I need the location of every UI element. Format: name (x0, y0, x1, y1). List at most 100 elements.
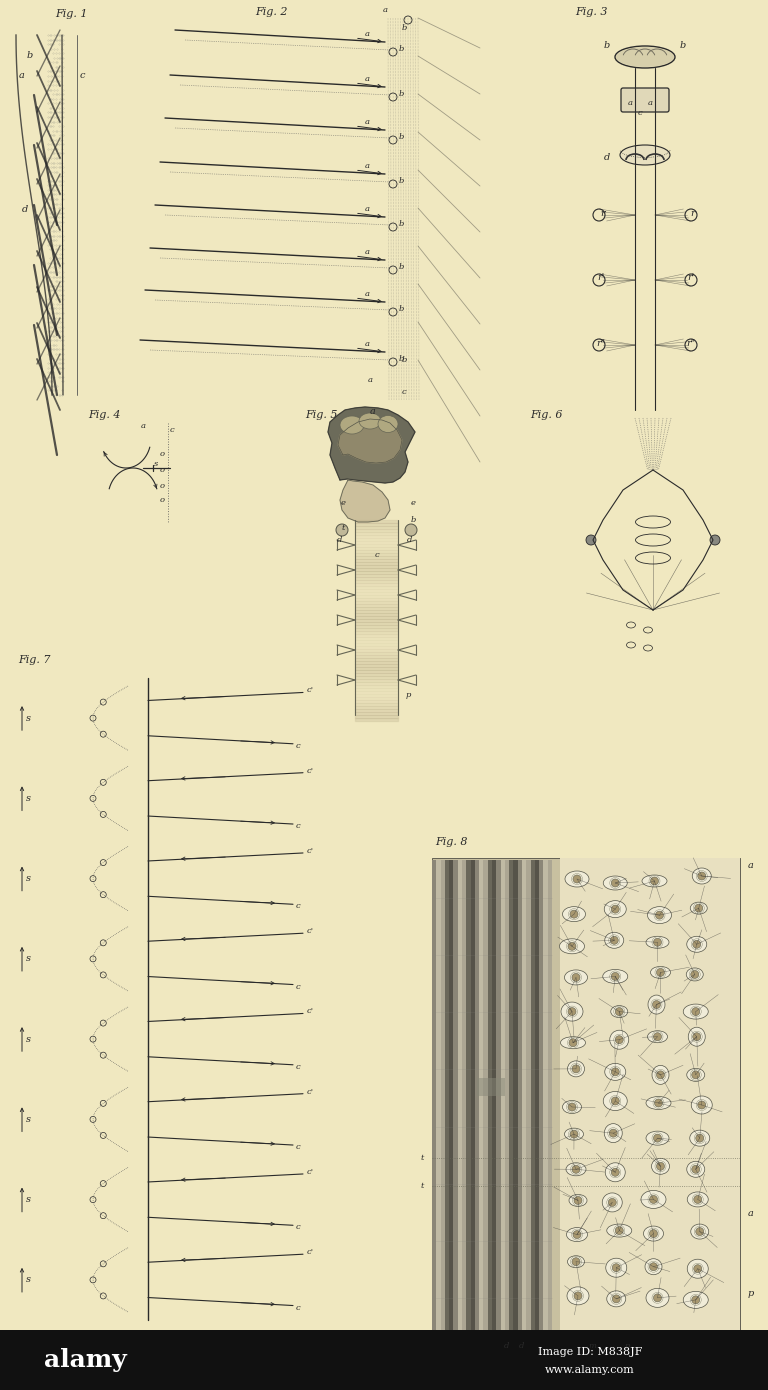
Ellipse shape (690, 1225, 709, 1238)
Text: c: c (637, 108, 642, 117)
Ellipse shape (359, 413, 381, 430)
FancyBboxPatch shape (621, 88, 669, 113)
Ellipse shape (603, 969, 627, 984)
Circle shape (568, 1104, 576, 1111)
Text: b: b (399, 354, 404, 363)
Text: b: b (399, 304, 404, 313)
Ellipse shape (644, 1226, 664, 1241)
Ellipse shape (340, 416, 364, 434)
Circle shape (572, 1065, 580, 1073)
Text: c': c' (306, 1008, 313, 1016)
Text: c: c (375, 550, 379, 559)
Bar (453, 860, 458, 1336)
Bar (462, 860, 466, 1336)
Text: c': c' (306, 1248, 313, 1257)
Circle shape (650, 1195, 657, 1204)
Circle shape (696, 1227, 703, 1236)
Ellipse shape (687, 937, 707, 952)
Text: b: b (402, 356, 407, 364)
Text: d: d (407, 537, 412, 543)
Circle shape (692, 1295, 700, 1304)
Ellipse shape (611, 1005, 627, 1017)
Text: c: c (296, 902, 300, 910)
Ellipse shape (646, 1289, 669, 1308)
Text: Fig. 1: Fig. 1 (55, 8, 88, 19)
Text: a: a (368, 377, 372, 384)
Text: r": r" (687, 339, 696, 348)
Circle shape (657, 1162, 664, 1170)
Bar (436, 860, 441, 1336)
Ellipse shape (684, 1004, 708, 1019)
Text: c: c (402, 388, 406, 396)
Text: a: a (748, 862, 754, 870)
Text: s: s (25, 713, 31, 723)
Bar (432, 860, 436, 1336)
Text: r': r' (598, 274, 604, 282)
Bar (501, 860, 505, 1336)
Text: a: a (19, 71, 25, 79)
Ellipse shape (378, 416, 398, 432)
Ellipse shape (650, 966, 670, 979)
Polygon shape (328, 407, 415, 482)
Text: alamy: alamy (44, 1348, 127, 1372)
Text: b: b (399, 44, 404, 53)
Text: c: c (296, 821, 300, 830)
Text: e: e (411, 499, 415, 507)
Polygon shape (338, 418, 402, 463)
Circle shape (572, 1258, 580, 1266)
Circle shape (336, 524, 348, 537)
Text: b: b (399, 133, 404, 140)
Circle shape (650, 1230, 657, 1237)
Text: Fig. 8: Fig. 8 (435, 837, 468, 847)
Text: r: r (690, 208, 695, 217)
Text: a: a (382, 6, 388, 14)
Circle shape (710, 535, 720, 545)
Text: a: a (365, 118, 369, 126)
Bar (496, 860, 501, 1336)
Circle shape (609, 1129, 617, 1137)
Text: s: s (25, 955, 31, 963)
Text: Fig. 2: Fig. 2 (255, 7, 287, 17)
Text: c': c' (306, 1088, 313, 1095)
Text: c: c (296, 1223, 300, 1232)
Text: d: d (505, 1341, 510, 1350)
Text: b: b (402, 24, 407, 32)
Ellipse shape (564, 1129, 584, 1140)
Text: a: a (365, 31, 369, 38)
Text: s: s (154, 460, 158, 468)
Circle shape (608, 1198, 616, 1207)
Text: Fig. 7: Fig. 7 (18, 655, 51, 664)
Circle shape (615, 1008, 624, 1016)
Bar (477, 1079, 505, 1095)
Ellipse shape (691, 1095, 712, 1113)
Circle shape (654, 1294, 661, 1302)
Ellipse shape (560, 938, 584, 954)
Text: d: d (337, 537, 343, 543)
Text: a: a (370, 407, 376, 417)
Ellipse shape (648, 995, 665, 1015)
Text: c: c (79, 71, 84, 79)
Bar (531, 860, 535, 1336)
Circle shape (570, 910, 578, 919)
Text: Fig. 6: Fig. 6 (530, 410, 562, 420)
Circle shape (695, 904, 703, 912)
Text: a: a (365, 341, 369, 348)
Circle shape (574, 1291, 582, 1300)
Text: a: a (647, 99, 653, 107)
Ellipse shape (616, 47, 674, 67)
Text: www.alamy.com: www.alamy.com (545, 1365, 635, 1375)
Ellipse shape (647, 906, 671, 923)
Ellipse shape (687, 1259, 708, 1279)
Text: r": r" (597, 339, 605, 348)
Ellipse shape (602, 1193, 622, 1212)
Ellipse shape (561, 1037, 585, 1048)
Circle shape (698, 872, 706, 880)
Text: b: b (399, 177, 404, 185)
Bar (522, 860, 526, 1336)
Ellipse shape (604, 933, 624, 948)
Circle shape (611, 878, 619, 887)
Ellipse shape (562, 1101, 581, 1113)
Circle shape (611, 1068, 619, 1076)
Text: o: o (160, 466, 164, 474)
Text: c: c (296, 1304, 300, 1312)
